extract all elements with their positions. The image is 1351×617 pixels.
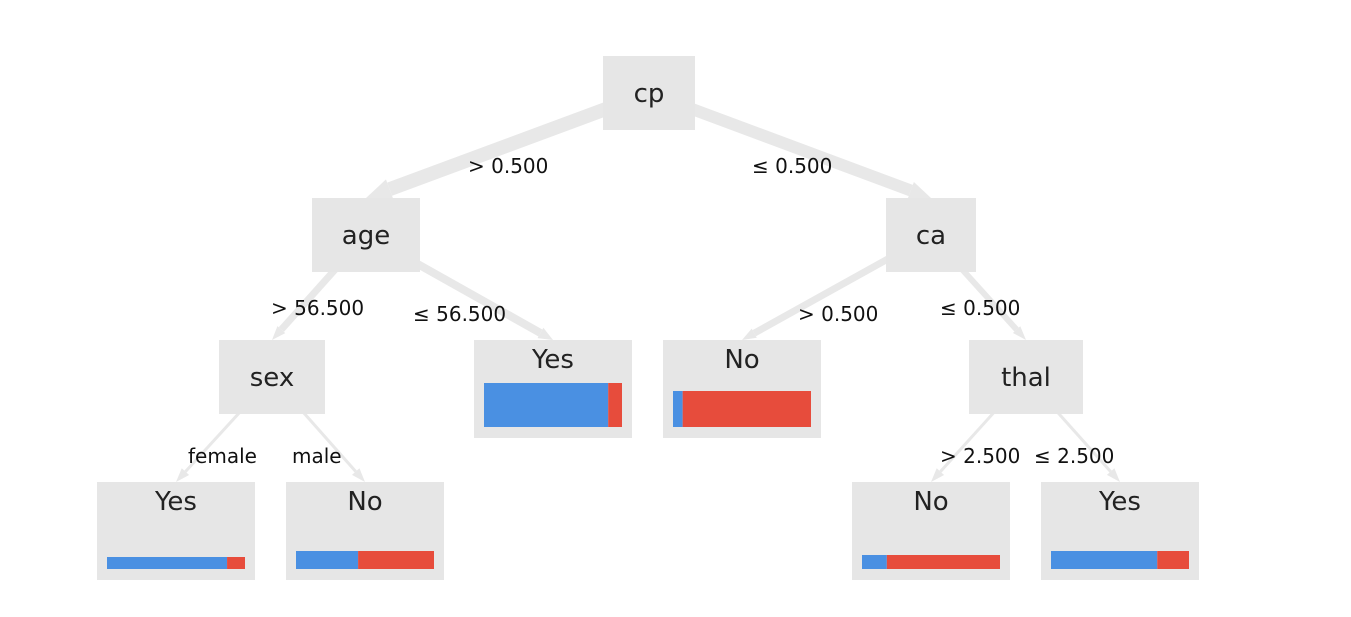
- class-distribution-yes-bar: [296, 551, 359, 569]
- leaf-node-leaf-male[interactable]: No: [286, 482, 444, 580]
- node-label: Yes: [1098, 487, 1141, 517]
- class-distribution-yes-bar: [862, 555, 887, 569]
- class-distribution-yes-bar: [1051, 551, 1158, 569]
- node-label: ca: [916, 221, 946, 251]
- node-label: thal: [1001, 363, 1051, 393]
- node-box: [886, 198, 976, 272]
- edge-arrowhead: [1012, 326, 1026, 340]
- class-distribution-no-bar: [227, 557, 245, 569]
- edge-arrowhead: [931, 468, 945, 482]
- edge-layer: [176, 86, 1120, 482]
- class-distribution-no-bar: [608, 383, 622, 427]
- leaf-node-leaf-thal-gt[interactable]: No: [852, 482, 1010, 580]
- edge-arrowhead: [366, 179, 394, 200]
- node-label: Yes: [154, 487, 197, 517]
- edge-label: ≤ 2.500: [1034, 444, 1114, 468]
- class-distribution-no-bar: [886, 555, 1000, 569]
- node-label: cp: [634, 79, 665, 109]
- node-label: sex: [250, 363, 294, 393]
- node-label: Yes: [531, 345, 574, 375]
- split-node-age[interactable]: age: [312, 198, 420, 272]
- node-layer: cp age ca sex Yes No thal Yes No No Yes: [97, 56, 1199, 580]
- node-box: [969, 340, 1083, 414]
- class-distribution-no-bar: [1157, 551, 1189, 569]
- edge-label: > 0.500: [798, 302, 878, 326]
- node-box: [219, 340, 325, 414]
- edge-label: female: [188, 444, 257, 468]
- edge-label: ≤ 0.500: [752, 154, 832, 178]
- edge-label: male: [292, 444, 342, 468]
- class-distribution-no-bar: [682, 391, 811, 427]
- class-distribution-yes-bar: [107, 557, 228, 569]
- node-label: No: [347, 487, 382, 517]
- split-node-sex[interactable]: sex: [219, 340, 325, 414]
- node-label: No: [724, 345, 759, 375]
- node-box: [603, 56, 695, 130]
- node-box: [312, 198, 420, 272]
- class-distribution-yes-bar: [484, 383, 609, 427]
- leaf-node-leaf-ca-gt[interactable]: No: [663, 340, 821, 438]
- edge-arrowhead: [907, 182, 931, 199]
- edge-arrowhead: [1106, 468, 1120, 482]
- edge-arrowhead: [537, 327, 553, 340]
- edge-label: > 0.500: [468, 154, 548, 178]
- node-label: age: [342, 221, 390, 251]
- split-node-cp[interactable]: cp: [603, 56, 695, 130]
- edge-label: ≤ 56.500: [413, 302, 506, 326]
- edge-arrowhead: [351, 468, 365, 482]
- edge-label: > 56.500: [271, 296, 364, 320]
- leaf-node-leaf-thal-le[interactable]: Yes: [1041, 482, 1199, 580]
- leaf-node-leaf-age-le[interactable]: Yes: [474, 340, 632, 438]
- edge-arrowhead: [272, 326, 286, 340]
- edge-label: > 2.500: [940, 444, 1020, 468]
- leaf-node-leaf-female[interactable]: Yes: [97, 482, 255, 580]
- class-distribution-no-bar: [358, 551, 434, 569]
- class-distribution-yes-bar: [673, 391, 683, 427]
- edge-label: ≤ 0.500: [940, 296, 1020, 320]
- edge-arrowhead: [176, 468, 190, 482]
- node-label: No: [913, 487, 948, 517]
- edge-label-layer: > 0.500 ≤ 0.500 > 56.500 ≤ 56.500 > 0.500 ≤ 0…: [188, 154, 1114, 468]
- split-node-ca[interactable]: ca: [886, 198, 976, 272]
- edge-arrowhead: [742, 328, 757, 340]
- split-node-thal[interactable]: thal: [969, 340, 1083, 414]
